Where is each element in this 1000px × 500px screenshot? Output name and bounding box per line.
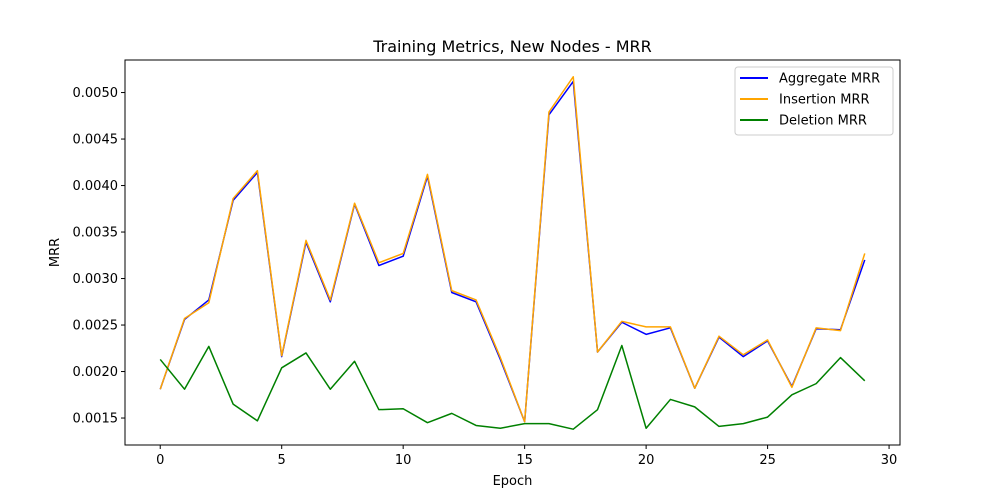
y-tick-label: 0.0015 [73,412,119,427]
x-tick-label: 0 [156,453,164,468]
x-tick-label: 5 [278,453,286,468]
legend-box [734,66,894,136]
x-tick-label: 15 [516,453,533,468]
plot-frame [124,59,901,446]
x-tick-label: 25 [759,453,776,468]
y-tick-label: 0.0025 [73,319,119,334]
chart-title: Training Metrics, New Nodes - MRR [372,37,652,56]
series-line-insertion-mrr [159,75,866,423]
y-tick-label: 0.0045 [73,133,119,148]
y-axis: 0.0015 0.0020 0.0025 0.0030 0.0035 0.0040 0.00… [73,86,125,427]
legend: Aggregate MRR Insertion MRR Deletion MRR [734,66,894,136]
series-line-deletion-mrr [159,344,866,430]
legend-label: Deletion MRR [779,114,867,129]
x-axis: 0 5 10 15 20 25 30 [156,445,897,468]
y-tick-label: 0.0040 [73,179,119,194]
x-axis-label: Epoch [493,474,533,489]
y-tick-label: 0.0050 [73,86,119,101]
legend-label: Insertion MRR [779,93,870,108]
x-tick-label: 20 [638,453,655,468]
y-tick-label: 0.0030 [73,272,119,287]
y-axis-label: MRR [48,238,63,267]
y-tick-label: 0.0020 [73,365,119,380]
x-tick-label: 30 [881,453,898,468]
plot-area [159,75,866,430]
y-tick-label: 0.0035 [73,226,119,241]
x-tick-label: 10 [395,453,412,468]
legend-label: Aggregate MRR [779,72,880,87]
